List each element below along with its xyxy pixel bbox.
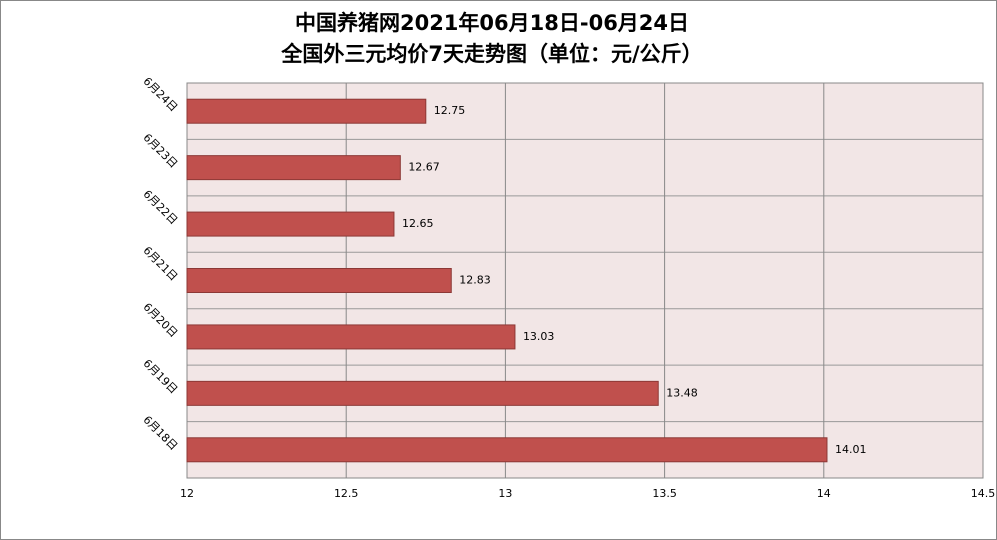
bar bbox=[186, 268, 452, 293]
bar bbox=[186, 437, 828, 463]
x-tick-label: 13.5 bbox=[652, 487, 677, 500]
data-label: 12.67 bbox=[408, 161, 440, 174]
x-tick-label: 12.5 bbox=[334, 487, 359, 500]
data-label: 14.01 bbox=[835, 443, 867, 456]
bar bbox=[186, 380, 659, 406]
x-tick-label: 14.5 bbox=[971, 487, 996, 500]
x-tick-label: 14 bbox=[817, 487, 831, 500]
x-tick-label: 12 bbox=[180, 487, 194, 500]
bar bbox=[186, 98, 427, 124]
bar bbox=[186, 155, 401, 181]
data-label: 12.75 bbox=[434, 104, 466, 117]
data-label: 13.48 bbox=[666, 386, 698, 399]
x-tick-label: 13 bbox=[498, 487, 512, 500]
data-label: 12.83 bbox=[459, 274, 491, 287]
chart-subtitle: 全国外三元均价7天走势图（单位：元/公斤） bbox=[280, 42, 702, 66]
data-label: 13.03 bbox=[523, 330, 555, 343]
bar bbox=[186, 211, 395, 237]
chart-title: 中国养猪网2021年06月18日-06月24日 bbox=[295, 11, 689, 35]
bar bbox=[186, 324, 516, 350]
data-label: 12.65 bbox=[402, 217, 434, 230]
